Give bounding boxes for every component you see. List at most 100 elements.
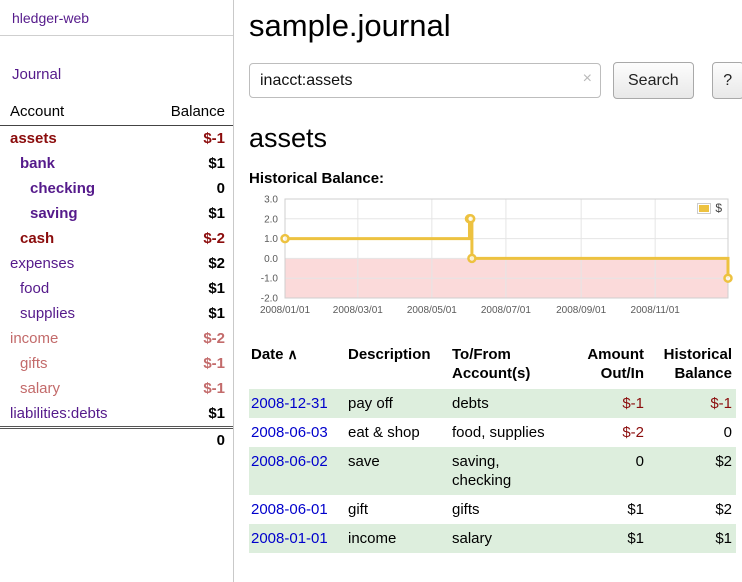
accounts-header-balance: Balance <box>143 97 233 126</box>
accounts-header-row: Account Balance <box>0 97 233 126</box>
register-description: gift <box>348 501 369 518</box>
accounts-header-account: Account <box>0 97 144 126</box>
svg-text:1.0: 1.0 <box>264 234 278 245</box>
svg-text:2008/01/01: 2008/01/01 <box>260 305 310 316</box>
svg-text:2008/05/01: 2008/05/01 <box>407 305 457 316</box>
account-balance: $-1 <box>203 380 225 397</box>
account-row: supplies $1 <box>0 301 233 326</box>
register-date-link[interactable]: 2008-06-02 <box>251 453 328 470</box>
register-header-description: Description <box>348 346 431 363</box>
register-row: 2008-06-01 gift gifts $1 $2 <box>249 495 736 524</box>
sidebar-account-link[interactable]: checking <box>30 180 96 197</box>
account-balance: $1 <box>208 155 225 172</box>
sidebar-account-link[interactable]: expenses <box>10 255 75 272</box>
account-row: gifts $-1 <box>0 351 233 376</box>
account-balance: $1 <box>208 280 225 297</box>
register-row: 2008-01-01 income salary $1 $1 <box>249 524 736 553</box>
legend-label: $ <box>715 201 722 215</box>
svg-text:-1.0: -1.0 <box>261 274 279 285</box>
svg-text:0.0: 0.0 <box>264 254 278 265</box>
search-input[interactable] <box>249 63 601 98</box>
app-title-link[interactable]: hledger-web <box>12 10 90 26</box>
register-row: 2008-06-03 eat & shop food, supplies $-2 0 <box>249 418 736 447</box>
register-header-amount: Amount Out/In <box>587 346 644 382</box>
register-header-balance: Historical Balance <box>663 346 732 382</box>
register-description: income <box>346 524 450 553</box>
account-row: expenses $2 <box>0 251 233 276</box>
svg-text:2008/09/01: 2008/09/01 <box>556 305 606 316</box>
register-amount: $-1 <box>578 389 648 418</box>
sort-asc-icon: ∧ <box>287 346 298 362</box>
historical-balance-chart: 3.0 2.0 1.0 0.0 -1.0 -2.0 2008/01/01 2008/03/01… <box>249 193 736 329</box>
register-accounts: saving, checking <box>450 447 578 495</box>
register-balance: 0 <box>723 424 732 441</box>
clear-search-icon[interactable]: × <box>582 70 592 87</box>
sidebar-account-link[interactable]: assets <box>10 130 57 147</box>
register-amount: $1 <box>578 524 648 553</box>
sidebar-account-link[interactable]: supplies <box>20 305 76 322</box>
account-balance: $1 <box>208 405 225 422</box>
data-point-marker <box>723 273 733 283</box>
register-accounts: salary <box>450 524 578 553</box>
register-table: Date ∧ Description To/From Account(s) Amount… <box>249 343 736 553</box>
register-balance: $2 <box>648 447 736 495</box>
account-balance: $1 <box>208 205 225 222</box>
sidebar-account-link[interactable]: liabilities:debts <box>10 405 108 422</box>
data-point-marker <box>467 253 477 264</box>
sidebar-divider <box>0 35 233 36</box>
register-balance: $1 <box>648 524 736 553</box>
svg-text:2008/11/01: 2008/11/01 <box>631 305 681 316</box>
sidebar-account-link[interactable]: income <box>10 330 59 347</box>
account-balance: $2 <box>208 255 225 272</box>
account-balance: $-2 <box>203 330 225 347</box>
chart-title: Historical Balance: <box>249 170 385 187</box>
register-header-date[interactable]: Date ∧ <box>251 346 298 363</box>
sidebar-account-link[interactable]: gifts <box>20 355 48 372</box>
register-date-link[interactable]: 2008-12-31 <box>251 395 328 412</box>
account-row: salary $-1 <box>0 376 233 401</box>
register-balance: $-1 <box>648 389 736 418</box>
register-date-link[interactable]: 2008-01-01 <box>251 530 328 547</box>
data-point-marker <box>465 214 476 224</box>
svg-text:-2.0: -2.0 <box>261 294 279 305</box>
account-row: assets $-1 <box>0 126 233 152</box>
account-balance: $1 <box>208 305 225 322</box>
sidebar: hledger-web Journal Account Balance asse… <box>0 0 234 582</box>
account-row: saving $1 <box>0 201 233 226</box>
sidebar-account-link[interactable]: cash <box>20 230 55 247</box>
register-date-link[interactable]: 2008-06-01 <box>251 501 328 518</box>
account-balance: 0 <box>216 180 225 197</box>
register-description: eat & shop <box>348 424 420 441</box>
register-header-accounts: To/From Account(s) <box>452 346 531 382</box>
svg-text:2008/07/01: 2008/07/01 <box>481 305 531 316</box>
register-row: 2008-12-31 pay off debts $-1 $-1 <box>249 389 736 418</box>
account-balance: $-1 <box>203 130 225 147</box>
search-button[interactable]: Search <box>613 62 694 99</box>
sidebar-account-link[interactable]: bank <box>20 155 56 172</box>
page-title: sample.journal <box>249 8 451 43</box>
sidebar-journal-link[interactable]: Journal <box>12 66 62 83</box>
main-content: sample.journal × Search ? assets Histori… <box>234 0 742 582</box>
register-description: save <box>346 447 450 495</box>
register-date-link[interactable]: 2008-06-03 <box>251 424 328 441</box>
accounts-total-value: 0 <box>143 426 233 453</box>
help-button[interactable]: ? <box>711 62 742 99</box>
sidebar-account-link[interactable]: saving <box>30 205 78 222</box>
account-row: income $-2 <box>0 326 233 351</box>
sidebar-account-link[interactable]: food <box>20 280 50 297</box>
register-balance: $2 <box>715 501 732 518</box>
register-amount: $1 <box>627 501 644 518</box>
account-row: food $1 <box>0 276 233 301</box>
sidebar-account-link[interactable]: salary <box>20 380 61 397</box>
register-accounts: gifts <box>452 501 480 518</box>
register-row: 2008-06-02 save saving, checking 0 $2 <box>249 447 736 495</box>
register-header-row: Date ∧ Description To/From Account(s) Amount… <box>249 343 736 389</box>
account-row: checking 0 <box>0 176 233 201</box>
svg-text:3.0: 3.0 <box>264 195 278 206</box>
account-heading: assets <box>249 123 328 153</box>
register-description: pay off <box>346 389 450 418</box>
data-point-marker <box>280 233 290 244</box>
search-bar: × Search ? <box>249 62 742 99</box>
